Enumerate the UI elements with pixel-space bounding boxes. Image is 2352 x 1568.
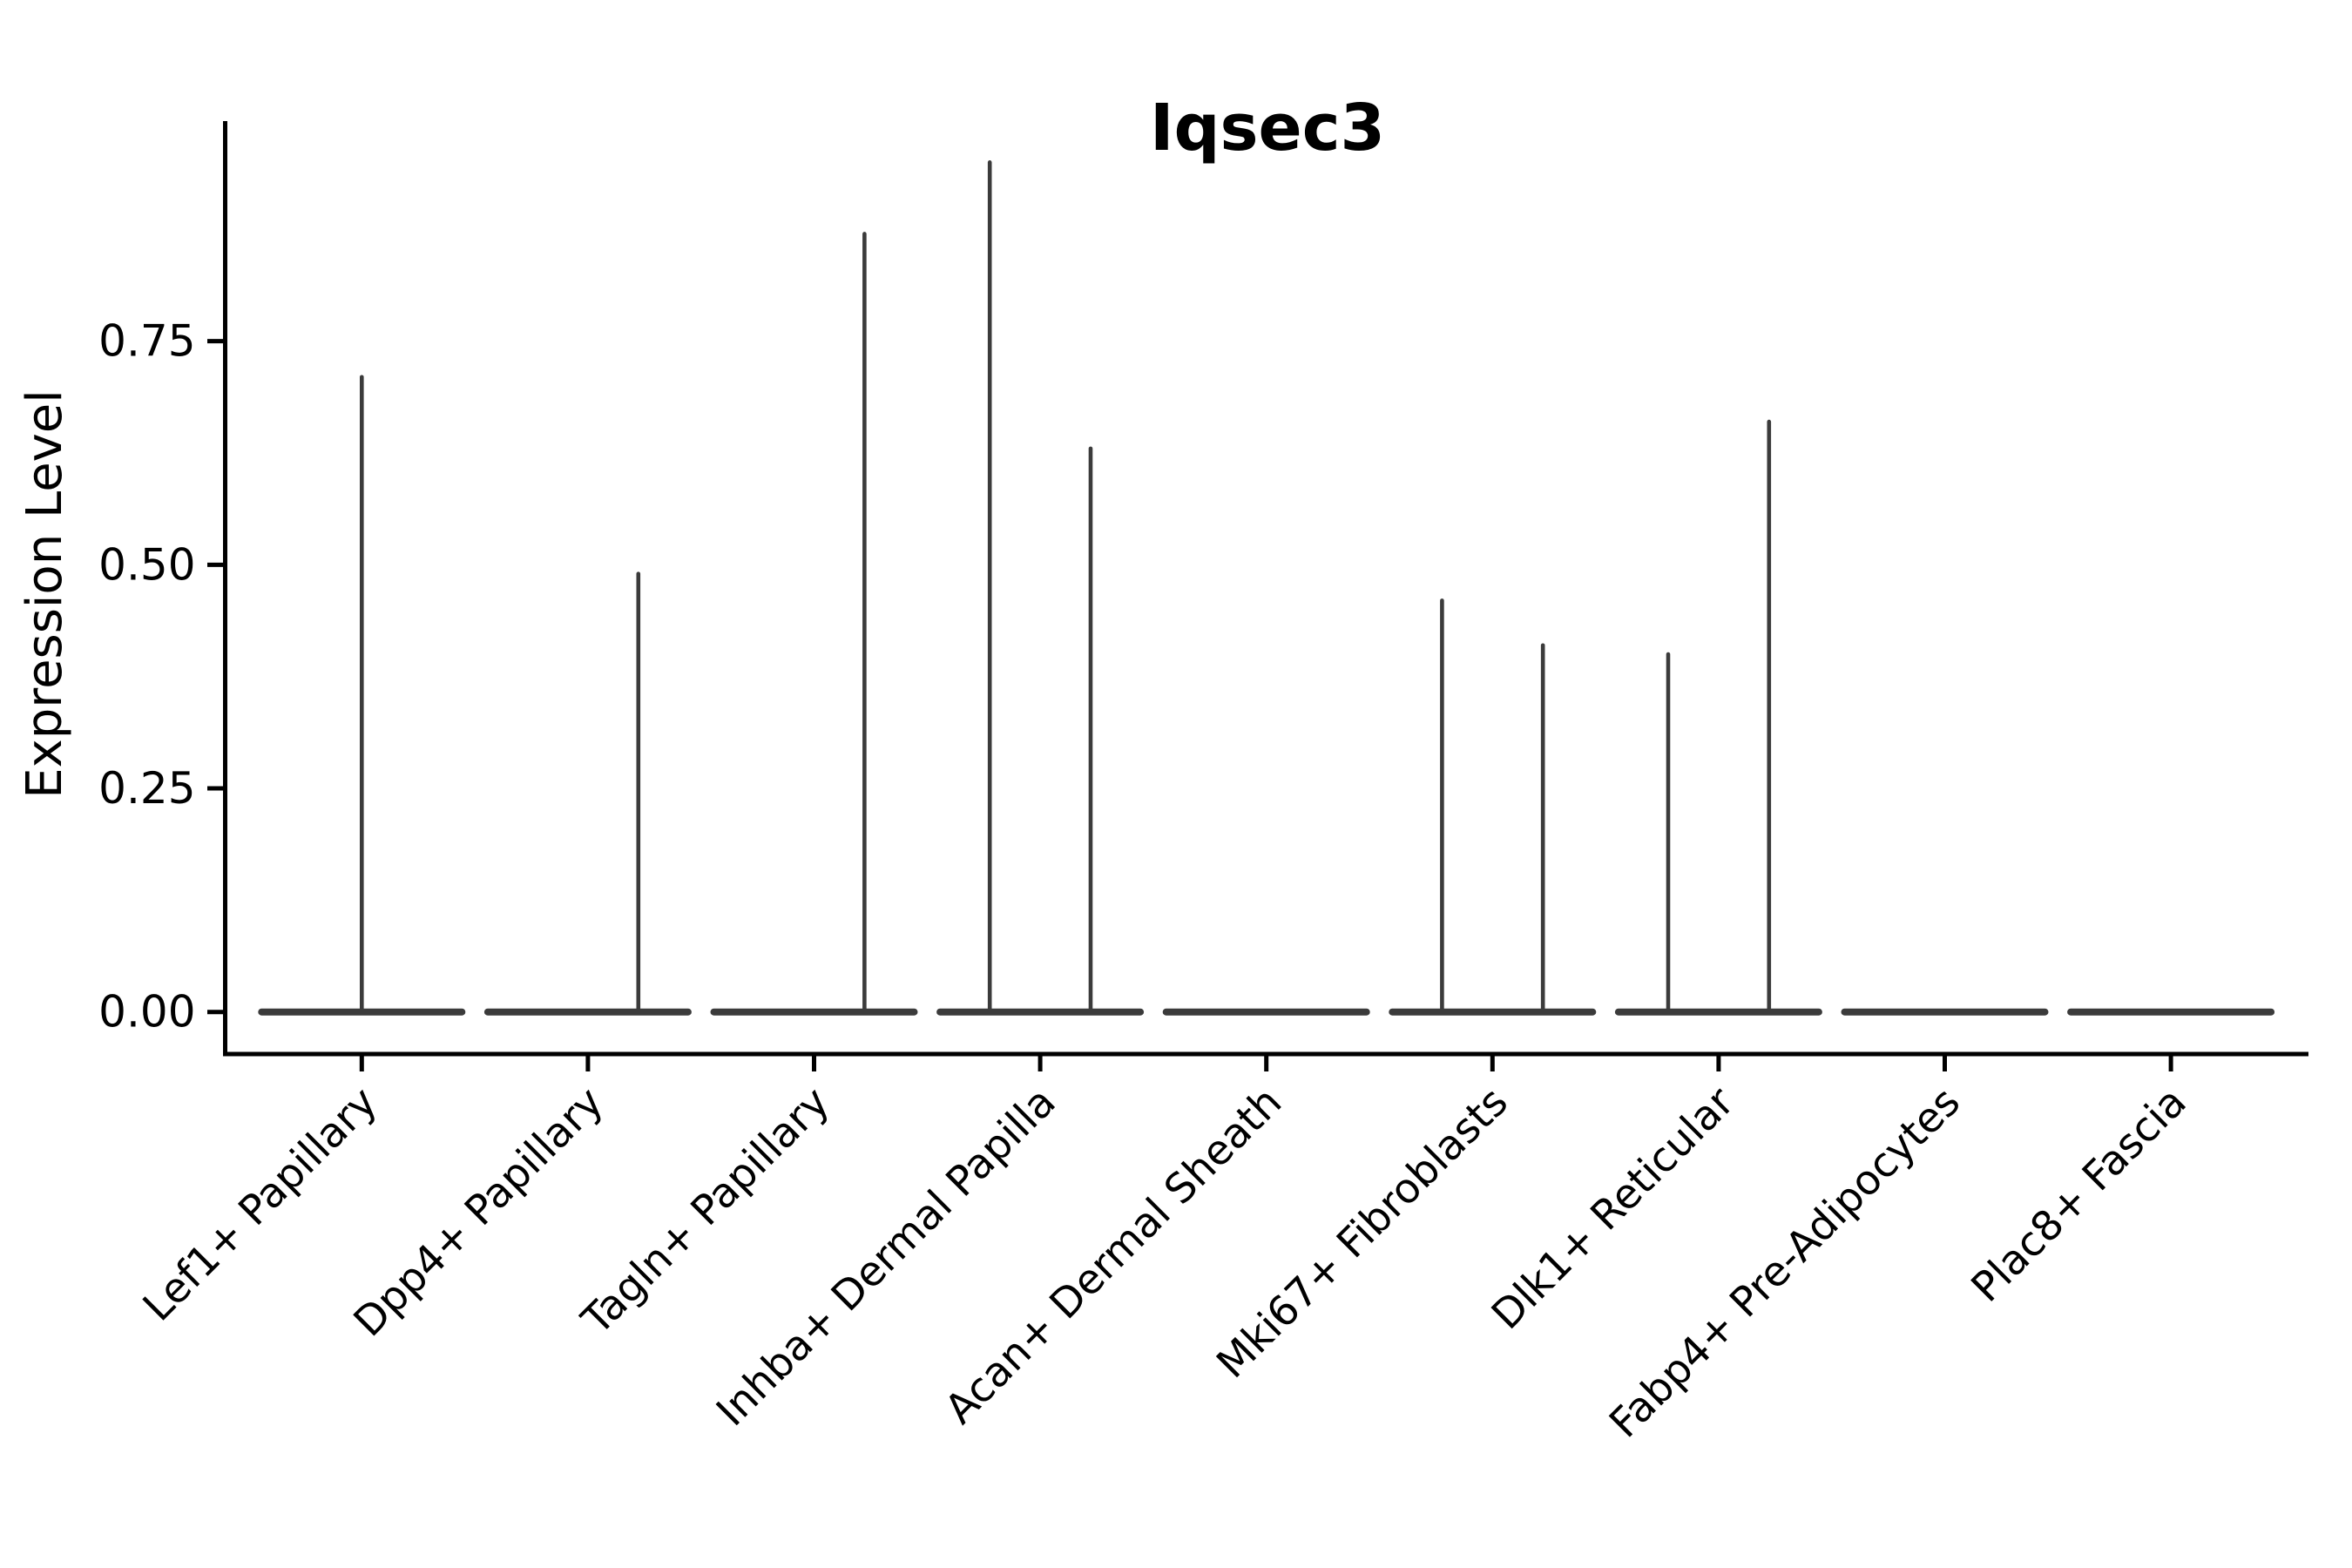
y-tick-label: 0.75 [98, 316, 195, 367]
x-tick-label: Plac8+ Fascia [1963, 1078, 2196, 1312]
chart-title: Iqsec3 [1150, 91, 1385, 166]
violin-baseline [710, 1008, 918, 1016]
y-tick-label: 0.50 [98, 539, 195, 590]
x-tick-label: Tagln+ Papillary [572, 1078, 839, 1345]
violin-baseline [1614, 1008, 1822, 1016]
y-tick-label: 0.25 [98, 763, 195, 814]
violin-baseline [1389, 1008, 1597, 1016]
violin-baseline [2067, 1008, 2275, 1016]
violin-baseline [936, 1008, 1145, 1016]
violin-baseline [1162, 1008, 1370, 1016]
y-axis-label: Expression Level [17, 389, 73, 799]
x-tick-label: Dlk1+ Reticular [1483, 1078, 1744, 1339]
x-tick-label: Dpp4+ Papillary [345, 1078, 613, 1347]
violin-baseline [258, 1008, 466, 1016]
y-tick-label: 0.00 [98, 987, 195, 1037]
violins-group [258, 160, 2275, 1016]
violin-baseline [1841, 1008, 2049, 1016]
x-tick-label: Lef1+ Papillary [134, 1078, 387, 1331]
violin-baseline [483, 1008, 692, 1016]
y-ticks-group: 0.00 0.25 0.50 0.75 [98, 316, 226, 1037]
